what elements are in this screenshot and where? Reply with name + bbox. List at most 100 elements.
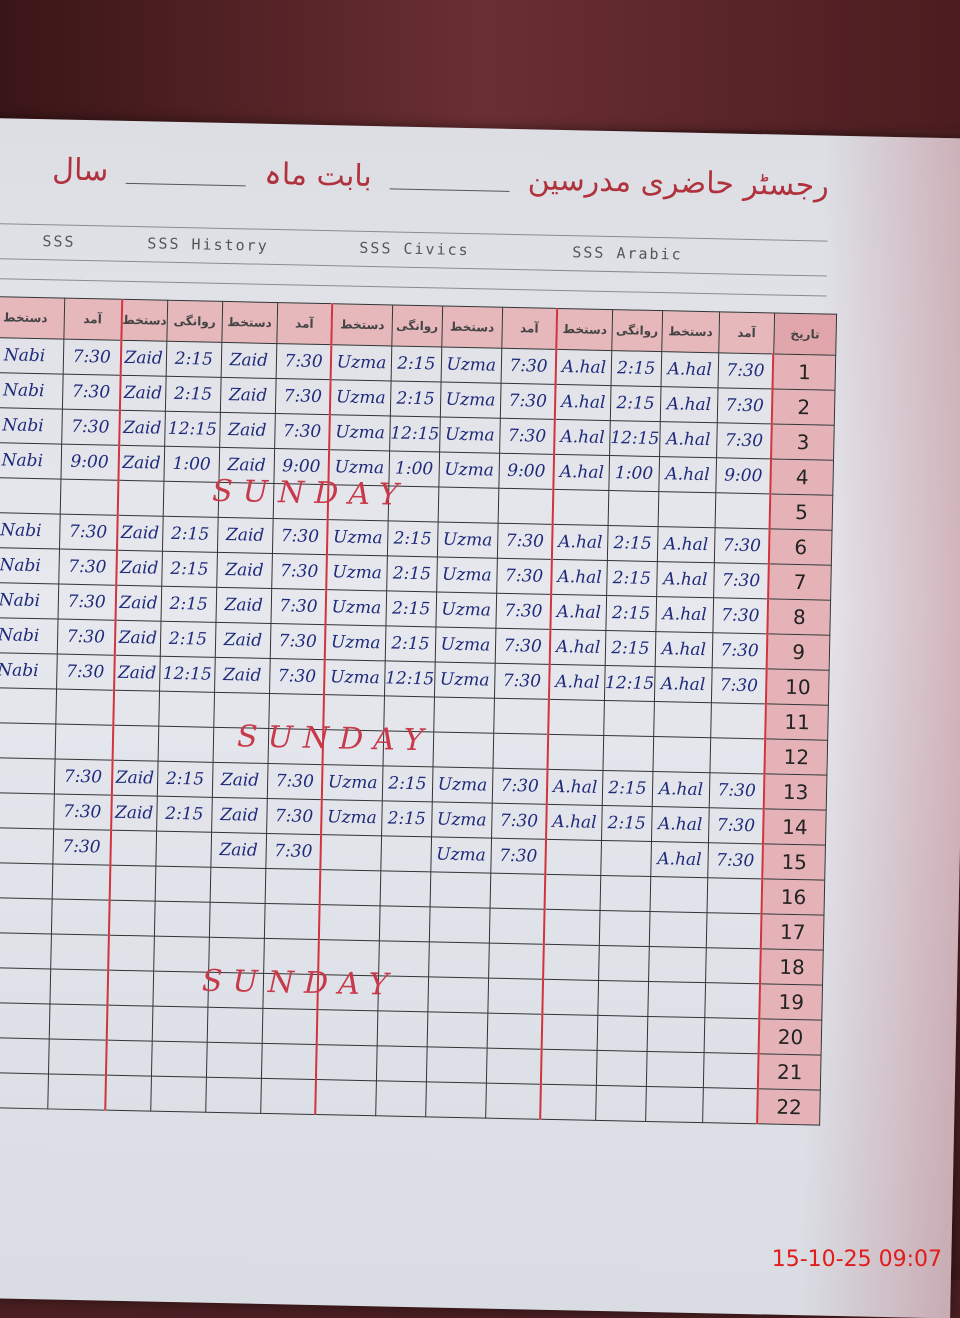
signature-cell: Zaid (114, 620, 161, 657)
signature-cell: Nabi (0, 652, 58, 690)
time-cell (260, 1078, 317, 1115)
time-cell: 7:30 (59, 514, 118, 551)
time-cell: 7:30 (492, 768, 548, 805)
signature-cell: A.hal (551, 559, 608, 596)
time-cell: 7:30 (275, 378, 331, 415)
signature-cell: Uzma (435, 591, 497, 629)
time-cell: 7:30 (265, 833, 322, 870)
signature-cell: A.hal (552, 524, 608, 561)
signature-cell (109, 865, 156, 902)
time-cell: 2:15 (390, 380, 441, 417)
time-cell: 7:30 (716, 422, 773, 459)
signature-cell: A.hal (656, 561, 715, 598)
signature-cell (0, 967, 51, 1004)
time-cell (487, 978, 544, 1015)
date-number: 8 (767, 598, 831, 636)
signature-cell: Uzma (330, 344, 392, 381)
signature-cell: Zaid (212, 762, 268, 799)
signature-cell (646, 1051, 704, 1088)
time-cell: 7:30 (266, 798, 323, 835)
year-label: سال (51, 151, 109, 188)
signature-cell: Nabi (0, 547, 60, 585)
signature-cell: A.hal (651, 806, 710, 843)
date-number: 1 (772, 353, 836, 391)
time-cell (158, 691, 215, 728)
signature-cell: Nabi (0, 407, 63, 445)
signature-cell (552, 489, 609, 526)
time-cell: 7:30 (269, 658, 326, 695)
time-cell (703, 1052, 759, 1089)
date-number: 15 (762, 843, 826, 881)
signature-cell (0, 1037, 50, 1074)
time-cell: 7:30 (53, 793, 112, 831)
signature-cell (320, 834, 382, 871)
signature-cell: A.hal (547, 769, 603, 806)
time-cell: 2:15 (605, 595, 657, 632)
signature-cell (0, 757, 56, 794)
date-number: 18 (760, 948, 824, 986)
signature-cell (429, 871, 491, 909)
signature-cell (432, 731, 494, 769)
signature-cell: Uzma (440, 347, 502, 384)
time-cell (706, 912, 762, 949)
column-header: دستخط (441, 306, 503, 349)
rule-line (0, 277, 827, 297)
time-cell: 7:30 (271, 553, 328, 590)
date-number: 17 (761, 913, 824, 951)
signature-cell: A.hal (650, 841, 709, 878)
time-cell: 2:15 (385, 590, 437, 627)
time-cell: 7:30 (56, 654, 115, 691)
date-number: 12 (764, 738, 828, 776)
date-number: 20 (758, 1018, 822, 1056)
signature-cell: A.hal (550, 594, 607, 631)
time-cell: 7:30 (272, 518, 329, 555)
signature-cell: Uzma (321, 799, 383, 836)
time-cell (603, 700, 655, 737)
signature-cell: Zaid (216, 552, 273, 589)
signature-cell (428, 941, 490, 979)
time-cell: 2:15 (165, 376, 221, 413)
signature-cell (317, 1009, 378, 1046)
date-number: 10 (766, 668, 829, 706)
column-header: دستخط (221, 301, 278, 344)
signature-cell: A.hal (659, 421, 718, 458)
signature-cell (0, 827, 54, 864)
time-cell (49, 1003, 107, 1041)
time-cell: 7:30 (717, 352, 774, 389)
rule-line (0, 257, 827, 277)
signature-cell (107, 935, 155, 972)
signature-cell (427, 976, 489, 1014)
time-cell: 7:30 (709, 772, 765, 809)
time-cell (705, 947, 762, 984)
signature-cell: Zaid (214, 657, 271, 694)
time-cell (489, 908, 545, 945)
month-blank (126, 158, 247, 186)
time-cell: 7:30 (712, 597, 769, 634)
column-header: روانگی (391, 304, 443, 348)
signature-cell (106, 1005, 153, 1042)
time-cell (155, 831, 212, 868)
signature-cell (0, 477, 61, 515)
sunday-annotation: SUNDAY (236, 719, 434, 759)
time-cell (55, 724, 113, 761)
signature-cell (544, 909, 600, 946)
signature-cell (649, 876, 708, 913)
time-cell: 7:30 (274, 413, 331, 450)
time-cell: 9:00 (715, 457, 772, 494)
time-cell: 7:30 (270, 588, 327, 625)
signature-cell (427, 1011, 488, 1049)
sunday-annotation: SUNDAY (201, 963, 399, 1003)
time-cell (704, 982, 761, 1019)
signature-cell (657, 491, 716, 528)
signature-cell: Uzma (322, 764, 383, 801)
time-cell: 9:00 (60, 444, 119, 481)
time-cell: 2:15 (605, 630, 656, 667)
time-cell (51, 898, 110, 936)
column-header: دستخط (120, 299, 168, 342)
rule-line (0, 222, 828, 242)
signature-cell: A.hal (555, 349, 612, 386)
signature-cell: Uzma (325, 624, 386, 661)
time-cell: 7:30 (54, 759, 113, 796)
signature-cell: Zaid (118, 410, 166, 447)
time-cell (486, 1048, 542, 1085)
